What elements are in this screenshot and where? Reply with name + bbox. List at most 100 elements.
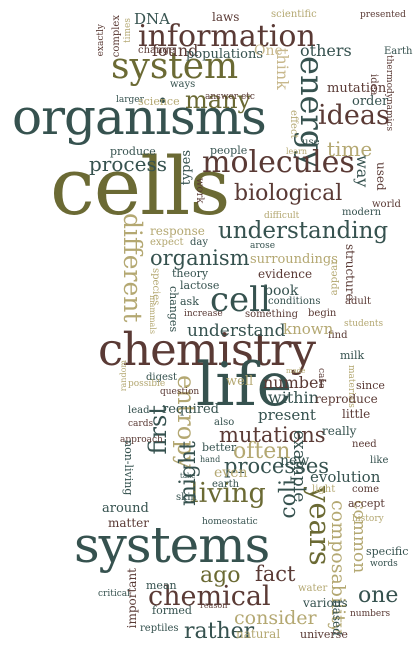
word-possible: possible bbox=[128, 379, 166, 389]
word-new: new bbox=[280, 453, 310, 469]
word-accept: accept bbox=[348, 497, 385, 510]
word-surroundings: surroundings bbox=[250, 252, 338, 267]
word-reptiles: reptiles bbox=[140, 623, 179, 634]
word-chemical: chemical bbox=[148, 581, 271, 612]
word-understand: understand bbox=[187, 321, 286, 341]
word-since: since bbox=[356, 379, 385, 392]
word-even: even bbox=[214, 465, 248, 481]
word-fact: fact bbox=[255, 562, 296, 586]
word-matter: matter bbox=[108, 516, 150, 530]
word-entropy: entropy bbox=[172, 375, 200, 470]
word-cards: cards bbox=[128, 419, 154, 429]
word-changes: changes bbox=[167, 286, 180, 333]
word-understanding: understanding bbox=[218, 218, 389, 244]
word-way: way bbox=[353, 155, 372, 188]
word-evolution: evolution bbox=[310, 468, 381, 486]
word-structure: structure bbox=[343, 244, 357, 301]
word-case: case bbox=[316, 368, 326, 389]
word-ago: ago bbox=[200, 563, 241, 588]
word-one: one bbox=[358, 583, 399, 608]
word-made: made bbox=[286, 367, 306, 375]
word-people: people bbox=[210, 144, 248, 157]
word-formed: formed bbox=[152, 604, 192, 617]
word-mammals: mammals bbox=[148, 295, 157, 334]
word-mean: mean bbox=[146, 579, 177, 592]
word-species: species bbox=[150, 268, 161, 306]
word-earth: Earth bbox=[384, 46, 413, 57]
word-use: use bbox=[302, 137, 320, 148]
word-question: question bbox=[160, 387, 200, 397]
word-laws: laws bbox=[212, 10, 240, 24]
word-energy: energy bbox=[293, 56, 331, 169]
word-others: others bbox=[300, 41, 352, 60]
word-response: response bbox=[150, 224, 205, 238]
word-mutations: mutations bbox=[219, 423, 326, 447]
word-dna: DNA bbox=[134, 10, 170, 28]
word-like: like bbox=[370, 455, 389, 466]
word-larger: larger bbox=[116, 95, 144, 105]
word-reason: reason bbox=[200, 601, 228, 610]
word-found: found bbox=[152, 41, 199, 60]
word-answer-etc: answer etc bbox=[205, 92, 255, 102]
word-times: times bbox=[123, 18, 133, 43]
word-better: better bbox=[202, 441, 237, 454]
word-lactose: lactose bbox=[180, 279, 220, 292]
word-evidence: evidence bbox=[258, 267, 313, 281]
word-milk: milk bbox=[340, 349, 365, 362]
word-cell: cell bbox=[210, 280, 271, 320]
word-life: life bbox=[196, 350, 293, 420]
word-order: order bbox=[352, 94, 389, 109]
word-come: come bbox=[352, 484, 380, 495]
word-arose: arose bbox=[250, 241, 276, 251]
word-think: think bbox=[273, 48, 292, 90]
word-difficult: difficult bbox=[264, 211, 300, 221]
word-known: known bbox=[283, 320, 334, 338]
word-scientific: scientific bbox=[271, 9, 317, 20]
word-increase: increase bbox=[184, 309, 223, 319]
word-materials: materials bbox=[346, 365, 356, 408]
word-light: light bbox=[312, 484, 336, 495]
word-non-living: non-living bbox=[122, 440, 135, 496]
word-change: change bbox=[138, 45, 175, 56]
word-work: work bbox=[194, 178, 205, 204]
word-mutation: mutation bbox=[327, 81, 387, 96]
word-science: science bbox=[138, 95, 180, 108]
word-digest: digest bbox=[146, 372, 178, 383]
word-system: system bbox=[111, 46, 239, 87]
word-living: living bbox=[190, 478, 266, 509]
word-take: take bbox=[180, 472, 196, 480]
word-also: also bbox=[214, 417, 235, 428]
word-learn: learn bbox=[286, 147, 308, 156]
word-approach: approach bbox=[120, 435, 163, 445]
word-one2: One bbox=[254, 43, 283, 59]
word-organisms: organisms bbox=[12, 88, 267, 146]
word-various: various bbox=[303, 596, 348, 610]
word-idea: idea bbox=[368, 74, 379, 96]
word-molecules: molecules bbox=[202, 145, 355, 180]
word-chemistry: chemistry bbox=[98, 323, 316, 376]
word-words: words bbox=[370, 559, 398, 569]
word-homeostatic: homeostatic bbox=[202, 517, 258, 527]
word-hand: hand bbox=[200, 455, 221, 464]
word-ask: ask bbox=[180, 295, 199, 308]
word-theory: theory bbox=[172, 267, 209, 280]
word-natural: natural bbox=[236, 627, 281, 641]
word-critical: critical bbox=[98, 589, 131, 599]
word-time: time bbox=[327, 137, 373, 161]
word-systems: systems bbox=[74, 516, 270, 574]
word-number: number bbox=[263, 373, 327, 392]
word-thermodynamics: thermodynamics bbox=[384, 55, 394, 132]
word-information: information bbox=[138, 19, 316, 54]
word-organism: organism bbox=[150, 246, 250, 270]
word-cells: cells bbox=[50, 140, 230, 233]
word-used: used bbox=[374, 162, 388, 191]
word-adult: adult bbox=[345, 296, 372, 307]
word-really: really bbox=[322, 424, 357, 438]
word-effect: effect bbox=[288, 110, 299, 139]
word-complex: complex bbox=[111, 15, 122, 58]
word-ways: ways bbox=[170, 79, 196, 90]
word-history: history bbox=[352, 514, 384, 524]
word-water: water bbox=[298, 583, 328, 594]
word-different: different bbox=[118, 213, 147, 323]
word-specific: specific bbox=[366, 545, 409, 558]
